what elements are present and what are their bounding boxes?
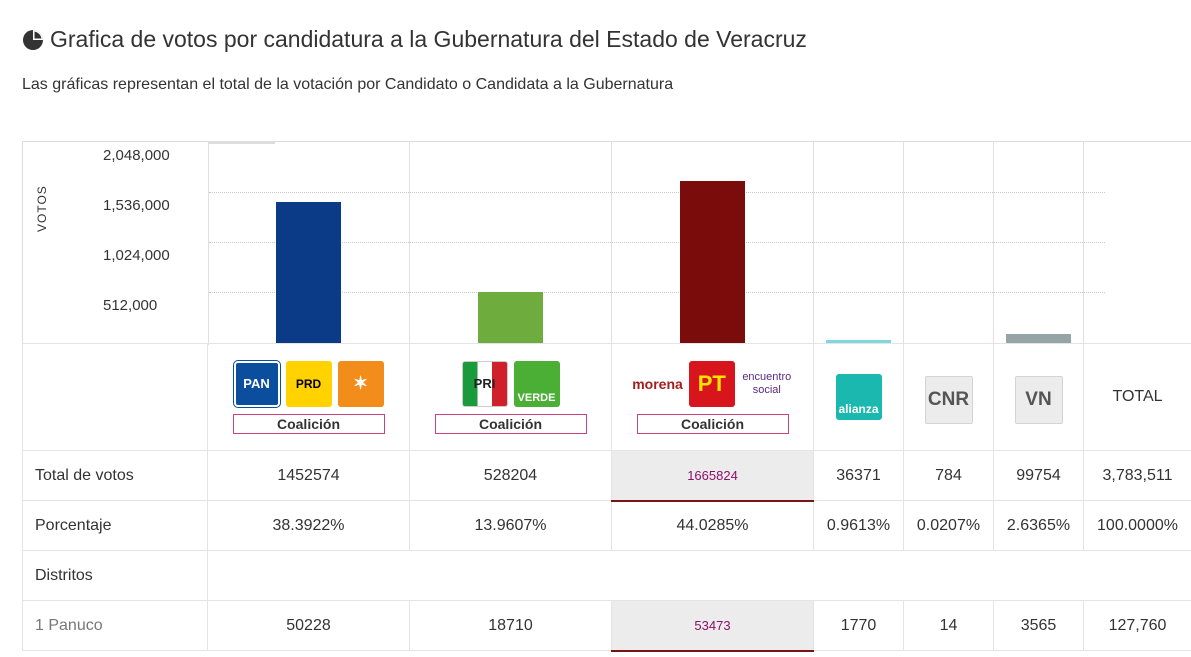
bar-vn (1006, 334, 1071, 344)
coalition-pri-cell: PRI VERDE Coalición (409, 343, 612, 451)
coalition-label: Coalición (636, 413, 789, 434)
table-cell-empty (207, 550, 1191, 601)
table-cell: 50228 (207, 600, 410, 651)
pie-chart-icon (23, 29, 43, 50)
row-label: Distritos (22, 550, 208, 601)
chart-divider (993, 142, 994, 345)
pt-logo-icon: PT (688, 360, 735, 407)
gridline (209, 292, 1105, 293)
table-cell-highlighted: 53473 (611, 600, 814, 652)
gridline (209, 242, 1105, 243)
table-cell: 14 (903, 600, 994, 651)
row-label: Porcentaje (22, 500, 208, 551)
table-cell: 1770 (813, 600, 904, 651)
table-cell: 99754 (993, 450, 1084, 501)
table-cell: 38.3922% (207, 500, 410, 551)
prd-logo-icon: PRD (285, 360, 332, 407)
table-row: Distritos (22, 550, 1191, 601)
table-cell: 3565 (993, 600, 1084, 651)
chart-divider (813, 142, 814, 345)
chart-divider (208, 142, 209, 345)
vn-cell: VN (993, 343, 1084, 451)
results-table: PAN PRD ✶ Coalición PRI VERDE Coalición … (22, 343, 1191, 652)
table-logo-row: PAN PRD ✶ Coalición PRI VERDE Coalición … (22, 343, 1191, 451)
bar-pan-prd-mc (276, 202, 341, 344)
table-cell-total: 3,783,511 (1083, 450, 1191, 501)
vn-logo-icon: VN (1014, 375, 1063, 424)
district-label[interactable]: 1 Panuco (22, 600, 208, 651)
chart-divider (611, 142, 612, 345)
page-subtitle: Las gráficas representan el total de la … (22, 76, 674, 93)
movimiento-ciudadano-logo-icon: ✶ (337, 360, 384, 407)
pan-logo-icon: PAN (232, 359, 281, 408)
coalition-label: Coalición (232, 413, 385, 434)
row-label: Total de votos (22, 450, 208, 501)
table-cell: 44.0285% (611, 500, 814, 551)
chart-divider (903, 142, 904, 345)
bar-nueva-alianza (826, 340, 891, 344)
coalition-pan-cell: PAN PRD ✶ Coalición (207, 343, 410, 451)
y-tick-label: 2,048,000 (103, 147, 170, 164)
table-cell-highlighted: 1665824 (611, 450, 814, 502)
nueva-alianza-cell: alianza (813, 343, 904, 451)
table-cell: 18710 (409, 600, 612, 651)
y-tick-label: 1,536,000 (103, 197, 170, 214)
table-cell: 2.6365% (993, 500, 1084, 551)
bar-chart: VOTOS 2,048,000 1,536,000 1,024,000 512,… (22, 141, 1191, 345)
total-header: TOTAL (1083, 343, 1191, 451)
y-tick-label: 1,024,000 (103, 247, 170, 264)
encuentro-social-logo-icon: encuentro social (742, 371, 792, 396)
chart-divider (409, 142, 410, 345)
table-cell: 36371 (813, 450, 904, 501)
table-cell-total: 100.0000% (1083, 500, 1191, 551)
gridline (209, 192, 1105, 193)
table-cell: 0.9613% (813, 500, 904, 551)
morena-logo-icon: morena (632, 375, 683, 392)
page-header: Grafica de votos por candidatura a la Gu… (22, 26, 807, 53)
table-cell: 0.0207% (903, 500, 994, 551)
empty-cell (22, 343, 208, 451)
table-row: Total de votos 1452574 528204 1665824 36… (22, 450, 1191, 502)
chart-top-stub (209, 142, 275, 144)
coalition-label: Coalición (434, 413, 587, 434)
page-title: Grafica de votos por candidatura a la Gu… (50, 26, 807, 52)
table-cell-total: 127,760 (1083, 600, 1191, 651)
y-tick-label: 512,000 (103, 297, 158, 314)
coalition-morena-cell: morena PT encuentro social Coalición (611, 343, 814, 451)
table-cell: 1452574 (207, 450, 410, 501)
table-cell: 784 (903, 450, 994, 501)
cnr-logo-icon: CNR (924, 375, 973, 424)
bar-pri-verde (478, 292, 543, 344)
bar-morena-pt-pes (680, 181, 745, 344)
table-cell: 528204 (409, 450, 612, 501)
nueva-alianza-logo-icon: alianza (835, 374, 882, 420)
verde-logo-icon: VERDE (513, 360, 560, 407)
chart-divider (1083, 142, 1084, 345)
table-row: Porcentaje 38.3922% 13.9607% 44.0285% 0.… (22, 500, 1191, 551)
table-cell: 13.9607% (409, 500, 612, 551)
y-axis-label: VOTOS (35, 185, 49, 232)
table-row[interactable]: 1 Panuco 50228 18710 53473 1770 14 3565 … (22, 600, 1191, 652)
pri-logo-icon: PRI (461, 360, 508, 407)
cnr-cell: CNR (903, 343, 994, 451)
